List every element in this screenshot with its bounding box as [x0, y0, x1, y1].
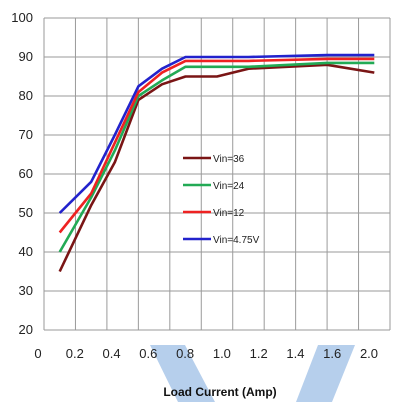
y-axis: 20 30 40 50 60 70 80 90 100	[11, 10, 33, 337]
y-tick-label: 90	[19, 49, 33, 64]
y-tick-label: 40	[19, 244, 33, 259]
series-line-3	[58, 53, 375, 214]
y-tick-label: 60	[19, 166, 33, 181]
x-tick-label: 0	[34, 346, 41, 361]
y-tick-label: 80	[19, 88, 33, 103]
legend-label: Vin=36	[213, 154, 245, 165]
y-tick-label: 30	[19, 283, 33, 298]
series-line-1	[58, 61, 375, 253]
y-tick-label: 100	[11, 10, 33, 25]
legend-label: Vin=4.75V	[213, 235, 260, 246]
series-line-2	[58, 57, 375, 234]
y-tick-label: 50	[19, 205, 33, 220]
series-line-0	[58, 63, 375, 273]
x-axis: 0 0.2 0.4 0.6 0.8 1.0 1.2 1.4 1.6 2.0	[34, 346, 378, 361]
x-tick-label: 1.4	[286, 346, 304, 361]
x-tick-label: 1.0	[213, 346, 231, 361]
legend-label: Vin=24	[213, 181, 245, 192]
y-tick-label: 70	[19, 127, 33, 142]
x-tick-label: 0.2	[66, 346, 84, 361]
series-layer	[58, 53, 375, 273]
decor-stripe-left	[150, 345, 215, 402]
decor-stripe-right	[296, 345, 355, 402]
legend-label: Vin=12	[213, 208, 245, 219]
x-tick-label: 2.0	[360, 346, 378, 361]
x-axis-label: Load Current (Amp)	[163, 385, 276, 399]
chart-decor	[150, 345, 355, 402]
x-tick-label: 1.2	[250, 346, 268, 361]
x-tick-label: 0.8	[176, 346, 194, 361]
x-tick-label: 0.4	[103, 346, 121, 361]
legend: Vin=36 Vin=24 Vin=12 Vin=4.75V	[183, 154, 260, 246]
y-tick-label: 20	[19, 322, 33, 337]
x-tick-label: 1.6	[323, 346, 341, 361]
x-tick-label: 0.6	[139, 346, 157, 361]
